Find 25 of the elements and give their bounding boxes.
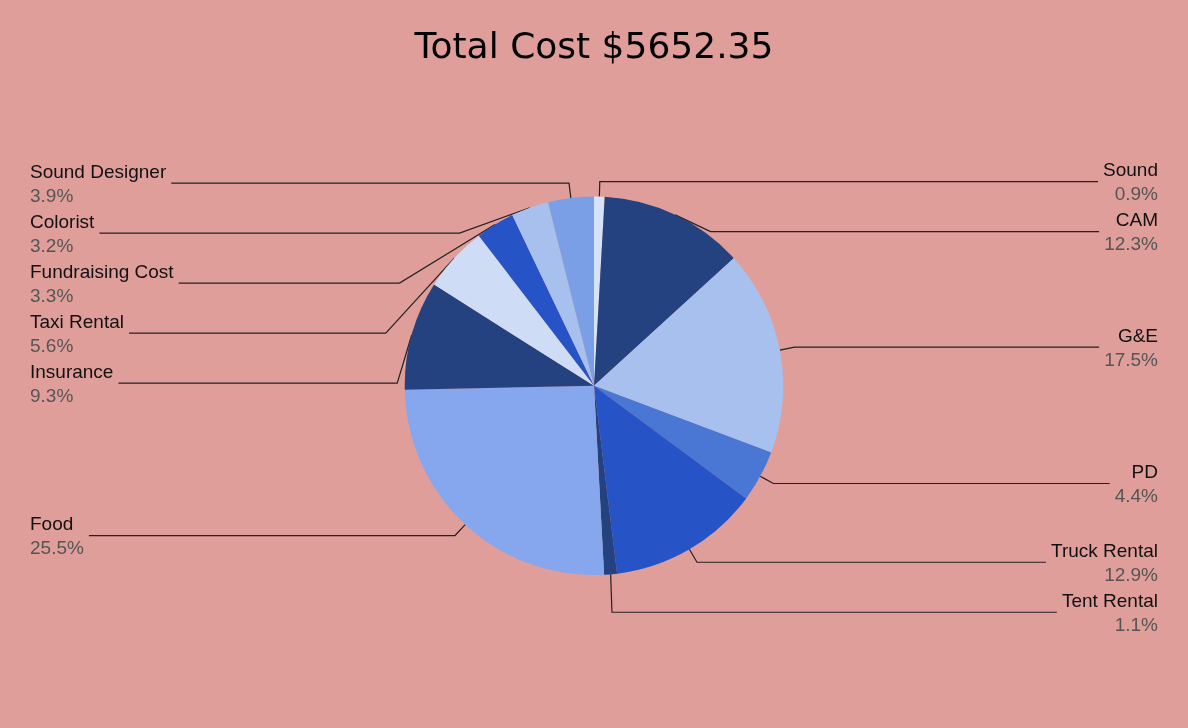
slice-label: Fundraising Cost	[30, 260, 175, 282]
slice-label: G&E	[1117, 324, 1158, 346]
slice-label: Food	[30, 513, 74, 535]
data-label: 3.9%	[30, 184, 74, 206]
slice-label: Truck Rental	[1051, 539, 1158, 561]
data-label: 1.1%	[1114, 613, 1159, 635]
data-label: 3.3%	[30, 284, 74, 306]
slice-label: Sound Designer	[30, 160, 167, 182]
data-label: 4.4%	[1114, 485, 1159, 506]
data-label: 12.9%	[1104, 563, 1159, 585]
slice-label: CAM	[1115, 209, 1158, 231]
data-label: 25.5%	[30, 537, 84, 559]
slice-label: PD	[1131, 461, 1158, 482]
data-label: 0.9%	[1114, 183, 1159, 205]
slice-label: Taxi Rental	[30, 310, 124, 332]
data-label: 5.6%	[30, 334, 74, 356]
data-label: 17.5%	[1104, 348, 1159, 370]
slice-label: Sound	[1103, 159, 1158, 181]
slice-label: Tent Rental	[1061, 589, 1158, 611]
slice-label: Colorist	[30, 210, 96, 232]
data-label: 3.2%	[30, 234, 74, 256]
chart-title: Total Cost $5652.35	[413, 24, 774, 66]
data-label: 9.3%	[30, 384, 74, 406]
data-label: 12.3%	[1104, 233, 1159, 255]
slice-label: Insurance	[30, 360, 114, 382]
